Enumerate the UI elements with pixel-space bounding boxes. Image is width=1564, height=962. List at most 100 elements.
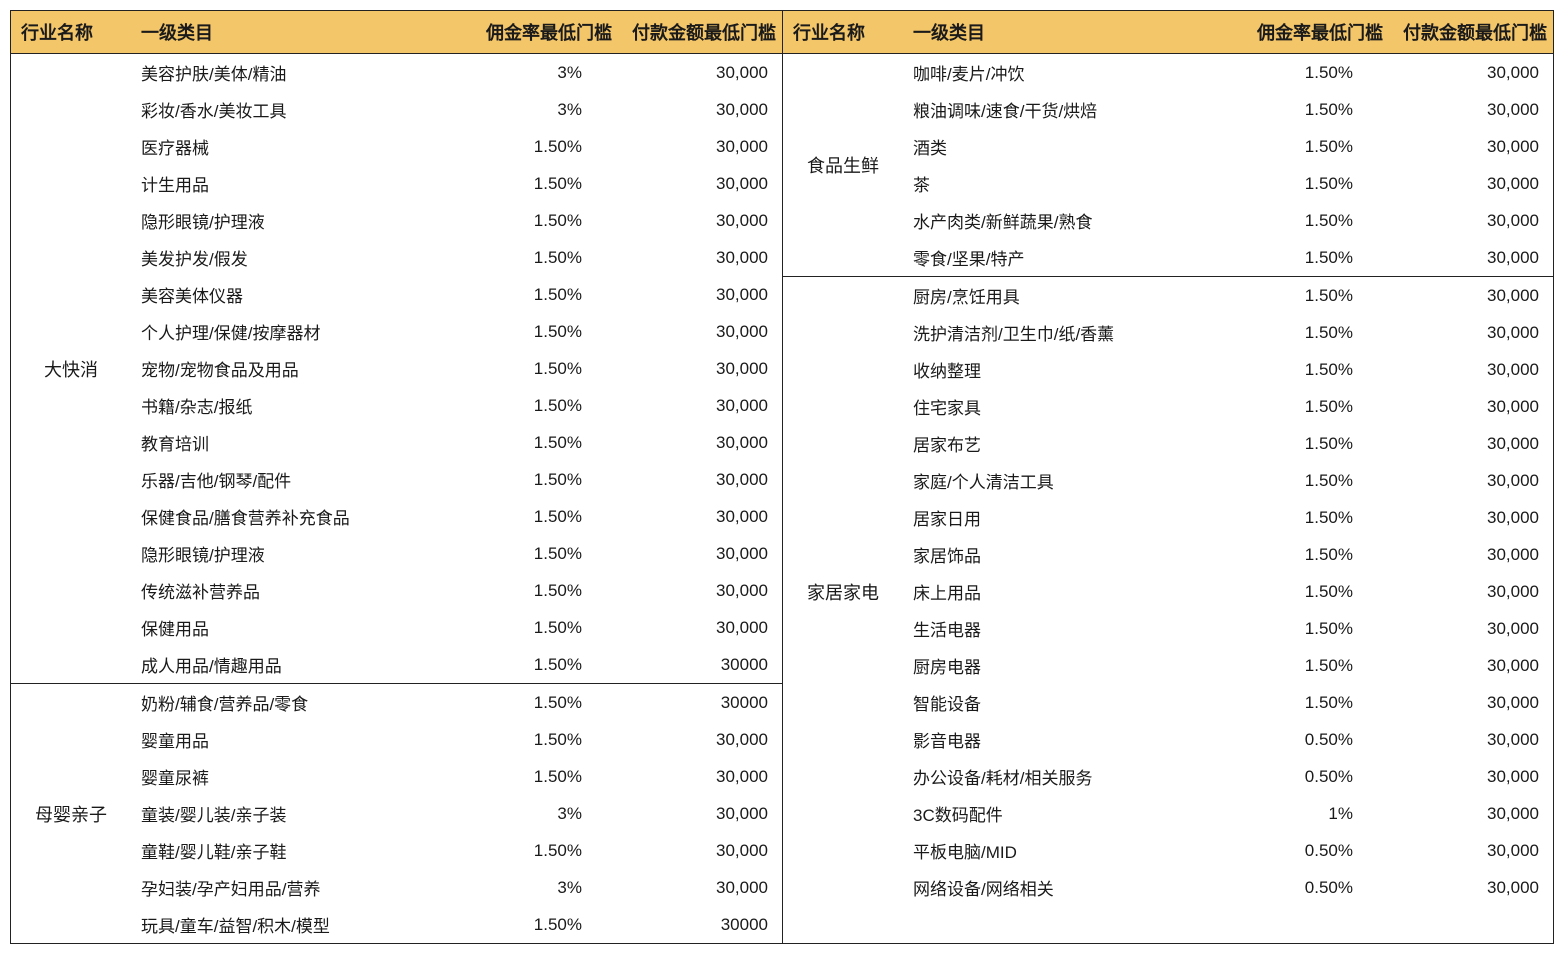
category-cell: 水产肉类/新鲜蔬果/熟食	[903, 202, 1233, 239]
blank-cell	[1233, 906, 1393, 940]
rate-cell: 1.50%	[462, 387, 622, 424]
amount-cell: 30,000	[622, 535, 782, 572]
category-cell: 智能设备	[903, 684, 1233, 721]
rate-cell: 1.50%	[462, 424, 622, 461]
category-cell: 隐形眼镜/护理液	[131, 202, 462, 239]
category-cell: 乐器/吉他/钢琴/配件	[131, 461, 462, 498]
category-cell: 洗护清洁剂/卫生巾/纸/香薰	[903, 314, 1233, 351]
category-cell: 居家布艺	[903, 425, 1233, 462]
amount-cell: 30,000	[622, 91, 782, 128]
amount-cell: 30,000	[1393, 647, 1553, 684]
category-cell: 婴童用品	[131, 721, 462, 758]
amount-cell: 30,000	[1393, 314, 1553, 351]
category-cell: 收纳整理	[903, 351, 1233, 388]
table-wrapper: 行业名称 一级类目 佣金率最低门槛 付款金额最低门槛 大快消美容护肤/美体/精油…	[10, 10, 1554, 944]
rate-cell: 1.50%	[462, 313, 622, 350]
amount-cell: 30,000	[1393, 499, 1553, 536]
amount-cell: 30,000	[622, 498, 782, 535]
rate-cell: 1.50%	[462, 239, 622, 276]
category-cell: 童装/婴儿装/亲子装	[131, 795, 462, 832]
amount-cell: 30,000	[1393, 202, 1553, 239]
rate-cell: 1.50%	[1233, 684, 1393, 721]
rate-cell: 1.50%	[1233, 610, 1393, 647]
blank-cell	[903, 906, 1233, 940]
category-cell: 家庭/个人清洁工具	[903, 462, 1233, 499]
amount-cell: 30,000	[1393, 165, 1553, 202]
rate-cell: 1.50%	[462, 684, 622, 722]
category-cell: 影音电器	[903, 721, 1233, 758]
category-cell: 书籍/杂志/报纸	[131, 387, 462, 424]
rate-cell: 0.50%	[1233, 869, 1393, 906]
category-cell: 3C数码配件	[903, 795, 1233, 832]
category-cell: 保健用品	[131, 609, 462, 646]
rate-cell: 1%	[1233, 795, 1393, 832]
category-cell: 医疗器械	[131, 128, 462, 165]
amount-cell: 30000	[622, 906, 782, 943]
amount-cell: 30,000	[622, 202, 782, 239]
rate-cell: 1.50%	[1233, 499, 1393, 536]
amount-cell: 30,000	[1393, 388, 1553, 425]
amount-cell: 30,000	[622, 387, 782, 424]
category-cell: 家居饰品	[903, 536, 1233, 573]
left-half: 行业名称 一级类目 佣金率最低门槛 付款金额最低门槛 大快消美容护肤/美体/精油…	[11, 11, 782, 943]
rate-cell: 1.50%	[462, 128, 622, 165]
rate-cell: 3%	[462, 91, 622, 128]
amount-cell: 30,000	[1393, 832, 1553, 869]
industry-cell: 大快消	[11, 54, 131, 684]
category-cell: 粮油调味/速食/干货/烘焙	[903, 91, 1233, 128]
category-cell: 零食/坚果/特产	[903, 239, 1233, 277]
category-cell: 传统滋补营养品	[131, 572, 462, 609]
right-table: 行业名称 一级类目 佣金率最低门槛 付款金额最低门槛 食品生鲜咖啡/麦片/冲饮1…	[783, 11, 1553, 940]
rate-cell: 1.50%	[1233, 91, 1393, 128]
category-cell: 酒类	[903, 128, 1233, 165]
category-cell: 生活电器	[903, 610, 1233, 647]
blank-cell	[1393, 906, 1553, 940]
rate-cell: 1.50%	[1233, 462, 1393, 499]
rate-cell: 1.50%	[462, 461, 622, 498]
category-cell: 平板电脑/MID	[903, 832, 1233, 869]
rate-cell: 1.50%	[1233, 536, 1393, 573]
category-cell: 彩妆/香水/美妆工具	[131, 91, 462, 128]
amount-cell: 30,000	[622, 313, 782, 350]
rate-cell: 1.50%	[462, 832, 622, 869]
category-cell: 茶	[903, 165, 1233, 202]
amount-cell: 30,000	[622, 721, 782, 758]
col-amount: 付款金额最低门槛	[622, 11, 782, 54]
table-row	[783, 906, 1553, 940]
amount-cell: 30,000	[1393, 684, 1553, 721]
amount-cell: 30,000	[622, 424, 782, 461]
blank-cell	[783, 906, 903, 940]
amount-cell: 30,000	[622, 276, 782, 313]
rate-cell: 1.50%	[462, 350, 622, 387]
rate-cell: 3%	[462, 795, 622, 832]
category-cell: 孕妇装/孕产妇用品/营养	[131, 869, 462, 906]
industry-cell: 食品生鲜	[783, 54, 903, 277]
amount-cell: 30,000	[622, 609, 782, 646]
rate-cell: 1.50%	[462, 721, 622, 758]
amount-cell: 30,000	[1393, 795, 1553, 832]
rate-cell: 1.50%	[462, 572, 622, 609]
rate-cell: 0.50%	[1233, 721, 1393, 758]
amount-cell: 30000	[622, 646, 782, 684]
table-row: 家居家电厨房/烹饪用具1.50%30,000	[783, 277, 1553, 315]
rate-cell: 1.50%	[1233, 202, 1393, 239]
rate-cell: 1.50%	[462, 498, 622, 535]
rate-cell: 3%	[462, 869, 622, 906]
rate-cell: 1.50%	[462, 276, 622, 313]
table-row: 母婴亲子奶粉/辅食/营养品/零食1.50%30000	[11, 684, 782, 722]
rate-cell: 1.50%	[462, 646, 622, 684]
amount-cell: 30000	[622, 684, 782, 722]
rate-cell: 1.50%	[462, 535, 622, 572]
rate-cell: 1.50%	[1233, 425, 1393, 462]
left-thead: 行业名称 一级类目 佣金率最低门槛 付款金额最低门槛	[11, 11, 782, 54]
right-thead: 行业名称 一级类目 佣金率最低门槛 付款金额最低门槛	[783, 11, 1553, 54]
amount-cell: 30,000	[1393, 425, 1553, 462]
rate-cell: 1.50%	[1233, 314, 1393, 351]
amount-cell: 30,000	[1393, 239, 1553, 277]
category-cell: 成人用品/情趣用品	[131, 646, 462, 684]
category-cell: 隐形眼镜/护理液	[131, 535, 462, 572]
col-industry: 行业名称	[783, 11, 903, 54]
rate-cell: 3%	[462, 54, 622, 92]
category-cell: 住宅家具	[903, 388, 1233, 425]
category-cell: 办公设备/耗材/相关服务	[903, 758, 1233, 795]
